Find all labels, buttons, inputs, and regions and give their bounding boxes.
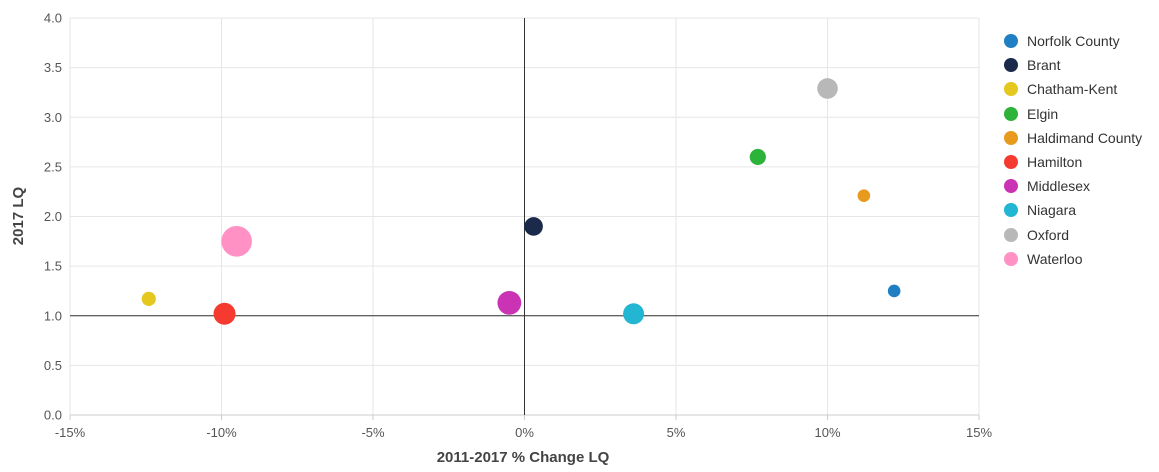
legend-swatch <box>1004 179 1018 194</box>
legend-item-niagara[interactable]: Niagara <box>1004 198 1142 222</box>
legend-item-brant[interactable]: Brant <box>1004 53 1142 77</box>
legend-swatch <box>1004 227 1018 242</box>
bubble-hamilton[interactable] <box>213 302 236 325</box>
legend-item-haldimand-county[interactable]: Haldimand County <box>1004 126 1142 150</box>
legend-label: Hamilton <box>1027 154 1083 171</box>
y-tick-label: 4.0 <box>44 11 62 26</box>
y-tick-label: 3.0 <box>44 110 62 125</box>
legend-item-waterloo[interactable]: Waterloo <box>1004 247 1142 271</box>
bubble-oxford[interactable] <box>817 78 838 99</box>
legend: Norfolk County Brant Chatham-Kent Elgin Hald… <box>1004 29 1142 271</box>
y-tick-label: 0.5 <box>44 358 62 373</box>
x-tick-label: -5% <box>361 425 385 440</box>
y-tick-labels: 0.0 0.5 1.0 1.5 2.0 2.5 3.0 3.5 4.0 <box>44 11 62 423</box>
legend-item-norfolk-county[interactable]: Norfolk County <box>1004 29 1142 53</box>
x-tick-label: 0% <box>515 425 534 440</box>
y-tick-label: 1.0 <box>44 308 62 323</box>
legend-swatch <box>1004 130 1018 145</box>
legend-label: Niagara <box>1027 202 1077 219</box>
x-tick-label: 10% <box>814 425 840 440</box>
legend-swatch <box>1004 106 1018 121</box>
bubble-waterloo[interactable] <box>221 226 252 257</box>
bubble-chatham-kent[interactable] <box>141 291 156 306</box>
x-axis-title: 2011-2017 % Change LQ <box>437 449 610 466</box>
legend-item-middlesex[interactable]: Middlesex <box>1004 174 1142 198</box>
bubble-brant[interactable] <box>524 217 543 236</box>
legend-label: Elgin <box>1027 105 1059 122</box>
bubbles <box>141 78 901 325</box>
legend-item-hamilton[interactable]: Hamilton <box>1004 150 1142 174</box>
bubble-norfolk-county[interactable] <box>887 284 901 298</box>
legend-swatch <box>1004 251 1018 266</box>
x-tick-labels: -15% -10% -5% 0% 5% 10% 15% <box>55 425 993 440</box>
y-axis-title: 2017 LQ <box>10 186 27 245</box>
y-tick-label: 3.5 <box>44 60 62 75</box>
y-tick-label: 2.0 <box>44 209 62 224</box>
x-tick-label: -15% <box>55 425 86 440</box>
x-tick-label: 15% <box>966 425 992 440</box>
legend-label: Waterloo <box>1027 250 1083 267</box>
bubble-haldimand-county[interactable] <box>857 189 871 202</box>
legend-swatch <box>1004 155 1018 170</box>
bubble-middlesex[interactable] <box>497 290 522 315</box>
y-tick-label: 2.5 <box>44 159 62 174</box>
legend-label: Brant <box>1027 57 1061 74</box>
bubble-elgin[interactable] <box>749 148 766 166</box>
legend-label: Oxford <box>1027 226 1070 243</box>
legend-item-elgin[interactable]: Elgin <box>1004 102 1142 126</box>
y-tick-label: 1.5 <box>44 259 62 274</box>
legend-swatch <box>1004 82 1018 97</box>
bubble-niagara[interactable] <box>623 303 645 325</box>
legend-label: Middlesex <box>1027 178 1091 195</box>
legend-label: Chatham-Kent <box>1027 81 1118 98</box>
legend-item-oxford[interactable]: Oxford <box>1004 223 1142 247</box>
legend-swatch <box>1004 203 1018 218</box>
legend-label: Haldimand County <box>1027 129 1143 146</box>
x-tick-label: -10% <box>206 425 237 440</box>
legend-swatch <box>1004 34 1018 49</box>
legend-swatch <box>1004 58 1018 73</box>
legend-label: Norfolk County <box>1027 33 1120 50</box>
legend-item-chatham-kent[interactable]: Chatham-Kent <box>1004 77 1142 101</box>
y-tick-label: 0.0 <box>44 408 62 423</box>
x-tick-label: 5% <box>667 425 686 440</box>
